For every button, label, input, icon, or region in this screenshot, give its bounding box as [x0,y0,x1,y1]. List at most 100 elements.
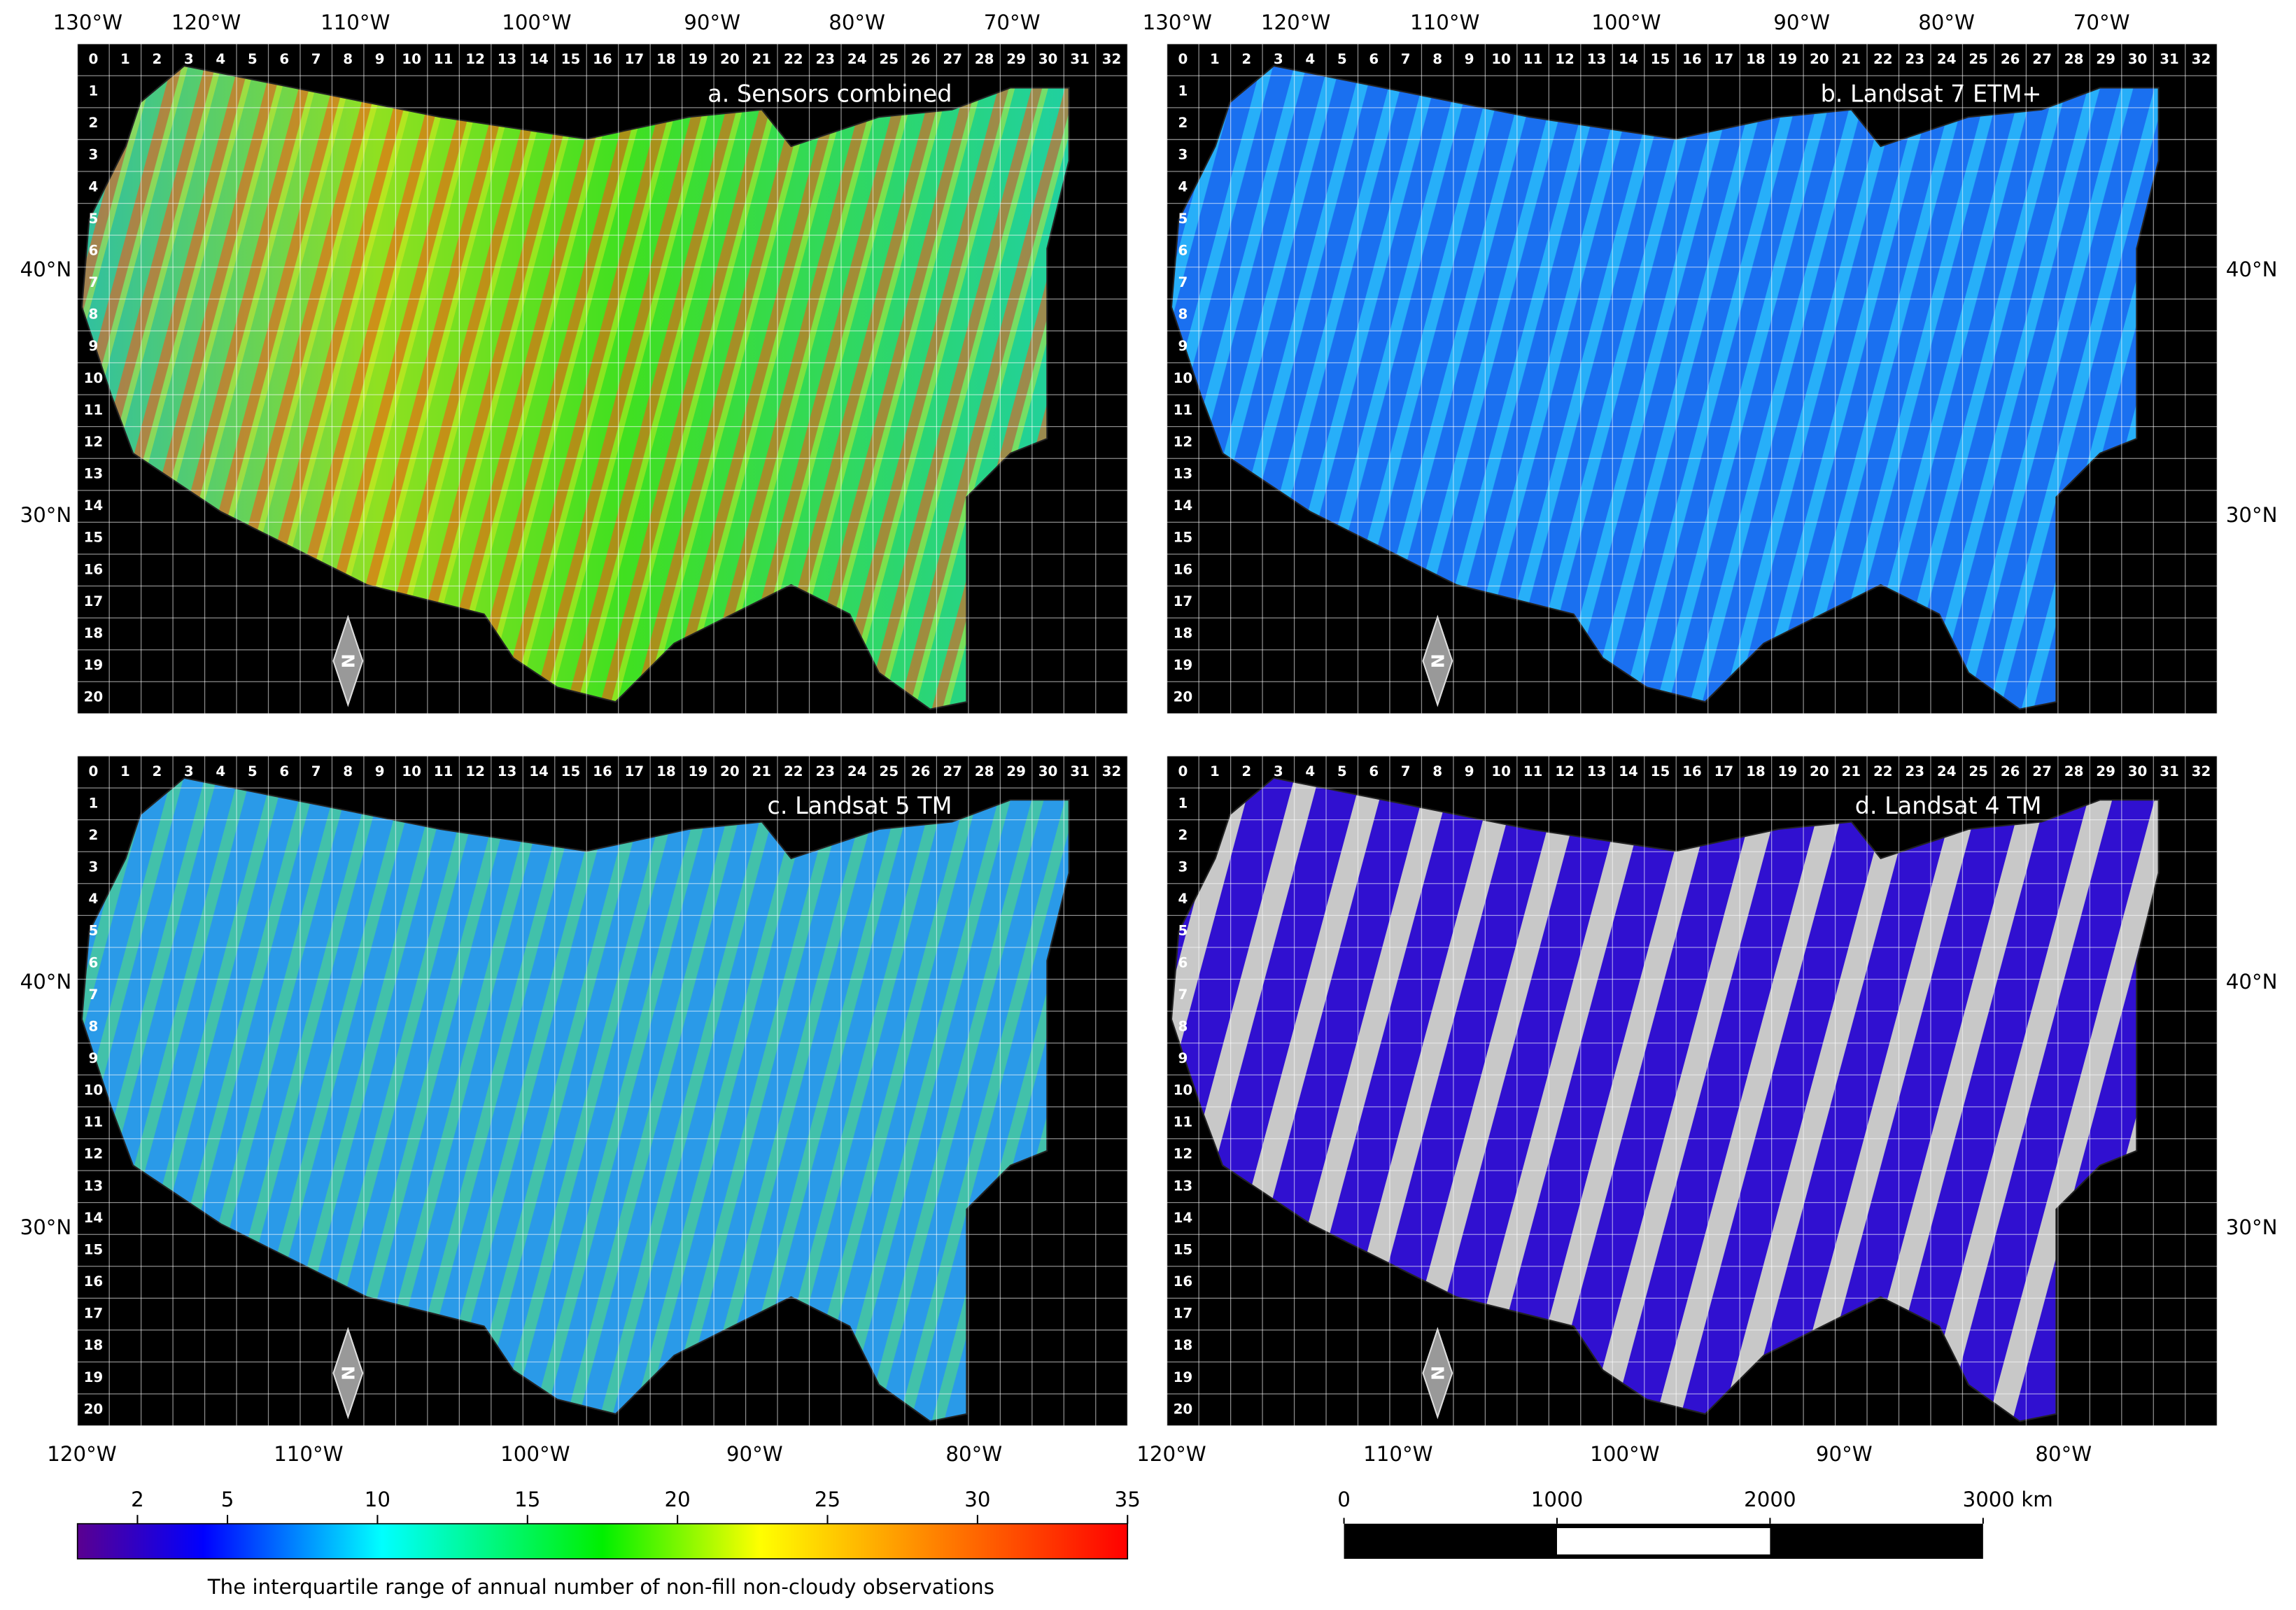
grid-column-label: 15 [561,51,581,67]
grid-column-label: 26 [2001,51,2020,67]
grid-row-label: 15 [84,530,104,546]
map-panel: 0 1 2 3 4 5 6 7 8 9 10 11 12 13 14 15 16 17 18 19 20 21 22 23 24… [1167,755,2218,1427]
grid-column-label: 27 [2032,51,2052,67]
grid-column-label: 13 [1587,763,1607,779]
map-swaths [1171,66,2159,709]
grid-row-label: 11 [84,1114,104,1130]
grid-row-label: 3 [89,147,99,163]
grid-column-label: 14 [1619,763,1638,779]
north-label: N [1428,1366,1448,1380]
grid-column-label: 26 [911,763,931,779]
grid-column-label: 20 [720,763,740,779]
grid-column-label: 32 [1102,763,1122,779]
scale-bar-label: 3000 km [1963,1488,2053,1511]
grid-column-label: 10 [1491,51,1511,67]
map-panel: 0 1 2 3 4 5 6 7 8 9 10 11 12 13 14 15 16 17 18 19 20 21 22 23 24… [77,43,1128,714]
grid-column-label: 6 [1369,763,1379,779]
grid-column-label: 20 [1810,51,1829,67]
map-swaths [81,777,1069,1422]
longitude-label: 130°W [53,10,122,34]
longitude-label: 100°W [1590,1442,1659,1466]
grid-column-label: 31 [1070,763,1090,779]
latitude-label: 30°N [20,503,72,527]
grid-column-label: 25 [879,51,899,67]
grid-column-label: 3 [1274,51,1283,67]
grid-row-label: 4 [89,178,99,195]
grid-row-label: 6 [89,954,99,970]
grid-column-label: 16 [593,763,612,779]
grid-row-label: 7 [1178,274,1188,290]
grid-column-label: 14 [529,763,549,779]
grid-column-label: 25 [1968,763,1988,779]
grid-column-label: 25 [1968,51,1988,67]
scale-bar-label: 1000 [1531,1488,1583,1511]
grid-column-label: 11 [434,51,453,67]
north-arrow-shape [332,1327,364,1420]
grid-row-label: 17 [1174,1306,1193,1322]
grid-column-label: 18 [1746,763,1766,779]
grid-column-label: 22 [784,51,803,67]
grid-row-label: 9 [89,338,99,354]
longitude-label: 100°W [502,10,571,34]
grid-column-label: 17 [625,763,645,779]
colorbar-tick-label: 25 [815,1488,840,1511]
grid-row-label: 4 [1178,178,1188,195]
colorbar-tick-label: 20 [665,1488,691,1511]
grid-row-label: 18 [1174,625,1193,641]
grid-row-label: 18 [84,1337,104,1353]
grid-column-label: 8 [1432,51,1442,67]
grid-column-label: 31 [2160,763,2179,779]
grid-column-label: 7 [1401,51,1411,67]
grid-row-label: 11 [84,402,104,418]
grid-row-label: 5 [1178,923,1188,939]
grid-column-label: 27 [2032,763,2052,779]
grid-row-label: 16 [1174,1273,1193,1290]
grid-column-label: 9 [1465,763,1474,779]
latitude-label: 30°N [2226,1215,2278,1239]
map-panel: 0 1 2 3 4 5 6 7 8 9 10 11 12 13 14 15 16 17 18 19 20 21 22 23 24… [1167,43,2218,714]
longitude-label: 90°W [1773,10,1830,34]
grid-row-label: 1 [89,83,99,99]
grid-column-label: 24 [847,763,867,779]
colorbar-tick-label: 2 [131,1488,144,1511]
grid-column-label: 1 [1210,763,1220,779]
grid-column-label: 12 [465,763,485,779]
grid-row-label: 7 [89,987,99,1003]
panel-title: c. Landsat 5 TM [768,792,952,819]
grid-column-label: 0 [1178,51,1188,67]
north-arrow: N [332,614,364,707]
colorbar [76,1523,1129,1560]
grid-column-label: 13 [1587,51,1607,67]
grid-row-label: 6 [1178,242,1188,258]
grid-column-label: 1 [1210,51,1220,67]
grid-row-label: 15 [1174,1241,1193,1257]
grid-column-label: 2 [152,763,162,779]
grid-row-label: 17 [1174,593,1193,609]
grid-column-label: 24 [1937,51,1957,67]
grid-column-label: 14 [529,51,549,67]
colorbar-tick-label: 10 [365,1488,390,1511]
grid-row-label: 19 [1174,657,1193,673]
scale-bar-label: 2000 [1744,1488,1796,1511]
longitude-label: 130°W [1143,10,1212,34]
longitude-label: 90°W [684,10,740,34]
panel-title: b. Landsat 7 ETM+ [1821,80,2042,107]
colorbar-tick-label: 30 [964,1488,990,1511]
latitude-label: 30°N [2226,503,2278,527]
panel-title: a. Sensors combined [707,80,952,107]
grid-row-label: 13 [84,466,104,482]
longitude-label: 70°W [984,10,1041,34]
panel-title: d. Landsat 4 TM [1855,792,2042,819]
grid-row-label: 7 [1178,987,1188,1003]
grid-column-label: 10 [1491,763,1511,779]
grid-column-label: 0 [1178,763,1188,779]
colorbar-tick-label: 5 [221,1488,234,1511]
grid-row-label: 6 [1178,954,1188,970]
grid-row-label: 12 [1174,434,1193,450]
north-label: N [1428,654,1448,668]
grid-column-label: 1 [120,763,130,779]
grid-column-label: 4 [216,763,225,779]
grid-row-label: 3 [1178,859,1188,875]
grid-row-label: 17 [84,593,104,609]
